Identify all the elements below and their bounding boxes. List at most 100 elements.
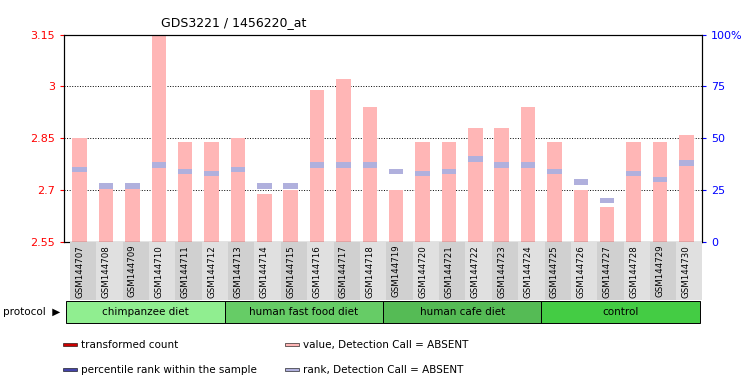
Bar <box>202 242 234 300</box>
Bar <box>285 368 300 371</box>
Bar <box>544 242 578 300</box>
Bar <box>653 177 667 182</box>
Text: GSM144713: GSM144713 <box>234 245 243 298</box>
Bar <box>600 207 614 242</box>
Text: GSM144727: GSM144727 <box>603 245 612 298</box>
Bar <box>149 242 182 300</box>
Text: GSM144707: GSM144707 <box>75 245 84 298</box>
Bar <box>547 169 562 174</box>
Text: GSM144722: GSM144722 <box>471 245 480 298</box>
Text: GSM144717: GSM144717 <box>339 245 348 298</box>
Bar <box>547 142 562 242</box>
Bar <box>178 142 192 242</box>
Bar <box>363 162 377 168</box>
Bar <box>521 162 535 168</box>
Text: GSM144714: GSM144714 <box>260 245 269 298</box>
Text: GSM144715: GSM144715 <box>286 245 295 298</box>
Bar <box>122 242 155 300</box>
Text: GSM144708: GSM144708 <box>101 245 110 298</box>
Bar <box>386 242 419 300</box>
Bar <box>152 24 166 242</box>
Bar <box>99 183 113 189</box>
Bar <box>175 242 208 300</box>
Bar <box>231 167 245 172</box>
Text: rank, Detection Call = ABSENT: rank, Detection Call = ABSENT <box>303 364 463 375</box>
Bar <box>677 242 710 300</box>
Text: GSM144709: GSM144709 <box>128 245 137 298</box>
Text: GSM144719: GSM144719 <box>392 245 401 298</box>
Text: protocol  ▶: protocol ▶ <box>3 307 60 317</box>
Text: chimpanzee diet: chimpanzee diet <box>102 307 189 317</box>
Bar <box>125 183 140 242</box>
Text: GSM144725: GSM144725 <box>550 245 559 298</box>
Bar <box>281 242 314 300</box>
Bar <box>389 169 403 174</box>
Bar <box>204 171 219 176</box>
Bar <box>571 242 604 300</box>
Bar <box>310 162 324 168</box>
Bar <box>492 242 525 300</box>
Bar <box>574 190 588 242</box>
Bar <box>466 242 499 300</box>
Bar <box>442 142 456 242</box>
Text: human fast food diet: human fast food diet <box>249 307 358 317</box>
Bar <box>307 242 340 300</box>
Text: percentile rank within the sample: percentile rank within the sample <box>81 364 257 375</box>
Bar <box>653 142 667 242</box>
Bar <box>389 190 403 242</box>
Bar <box>225 301 383 323</box>
Text: GDS3221 / 1456220_at: GDS3221 / 1456220_at <box>161 16 307 29</box>
Bar <box>468 156 483 162</box>
Bar <box>178 169 192 174</box>
Text: GSM144718: GSM144718 <box>365 245 374 298</box>
Bar <box>63 368 77 371</box>
Bar <box>363 107 377 242</box>
Text: value, Detection Call = ABSENT: value, Detection Call = ABSENT <box>303 340 469 350</box>
Bar <box>283 183 298 189</box>
Bar <box>624 242 656 300</box>
Text: GSM144721: GSM144721 <box>445 245 454 298</box>
Bar <box>72 138 87 242</box>
Bar <box>650 242 683 300</box>
Text: GSM144716: GSM144716 <box>312 245 321 298</box>
Bar <box>257 194 272 242</box>
Text: GSM144726: GSM144726 <box>576 245 585 298</box>
Text: GSM144711: GSM144711 <box>181 245 190 298</box>
Bar <box>679 135 694 242</box>
Bar <box>600 198 614 203</box>
Text: GSM144728: GSM144728 <box>629 245 638 298</box>
Text: control: control <box>602 307 638 317</box>
Bar <box>204 142 219 242</box>
Bar <box>70 242 103 300</box>
Bar <box>63 343 77 346</box>
Bar <box>626 142 641 242</box>
Bar <box>521 107 535 242</box>
Text: GSM144730: GSM144730 <box>682 245 691 298</box>
Bar <box>439 242 472 300</box>
Bar <box>597 242 630 300</box>
Text: GSM144723: GSM144723 <box>497 245 506 298</box>
Bar <box>518 242 551 300</box>
Bar <box>383 301 541 323</box>
Bar <box>152 162 166 168</box>
Bar <box>442 169 456 174</box>
Bar <box>283 190 298 242</box>
Bar <box>96 242 129 300</box>
Text: GSM144712: GSM144712 <box>207 245 216 298</box>
Bar <box>336 79 351 242</box>
Bar <box>67 301 225 323</box>
Bar <box>72 167 87 172</box>
Bar <box>679 161 694 166</box>
Bar <box>255 242 288 300</box>
Bar <box>99 183 113 242</box>
Bar <box>626 171 641 176</box>
Bar <box>231 138 245 242</box>
Bar <box>413 242 445 300</box>
Bar <box>494 128 509 242</box>
Text: human cafe diet: human cafe diet <box>420 307 505 317</box>
Bar <box>415 142 430 242</box>
Text: transformed count: transformed count <box>81 340 178 350</box>
Bar <box>360 242 393 300</box>
Bar <box>257 183 272 189</box>
Bar <box>125 183 140 189</box>
